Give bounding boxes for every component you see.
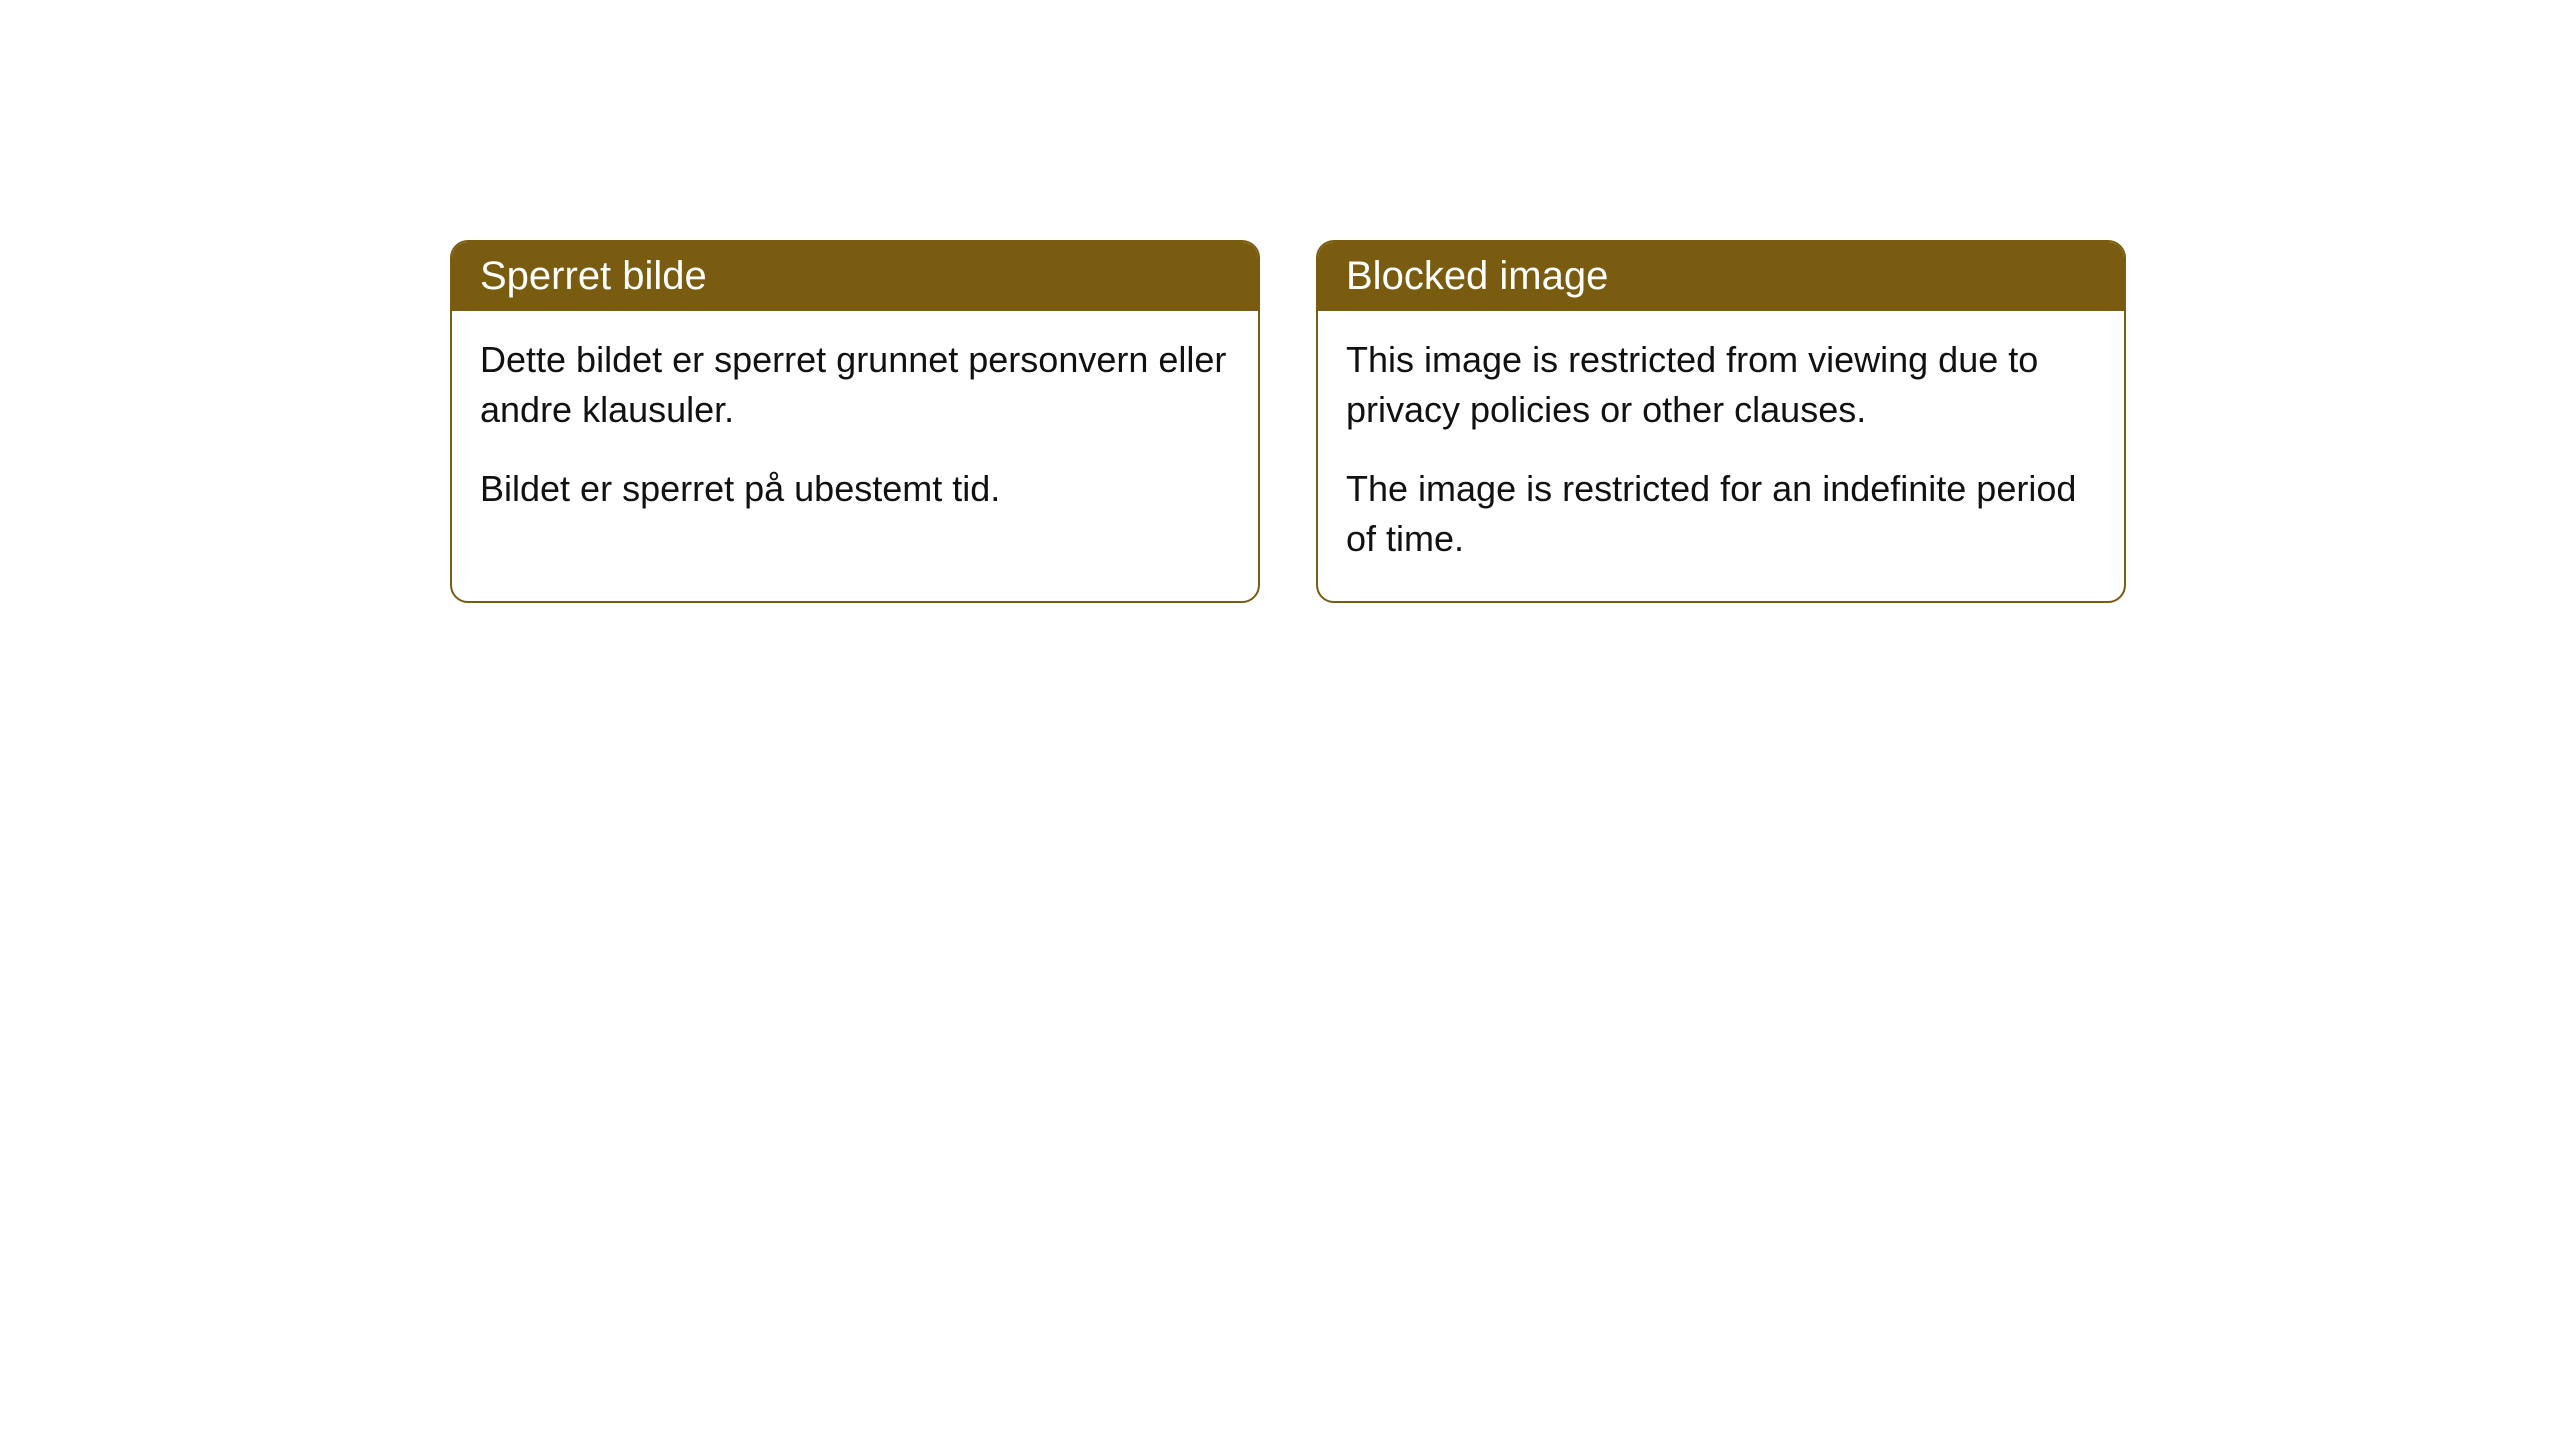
blocked-image-card-english: Blocked image This image is restricted f… xyxy=(1316,240,2126,603)
card-body: Dette bildet er sperret grunnet personve… xyxy=(452,311,1258,550)
blocked-image-card-norwegian: Sperret bilde Dette bildet er sperret gr… xyxy=(450,240,1260,603)
card-paragraph-1: Dette bildet er sperret grunnet personve… xyxy=(480,335,1230,436)
card-title: Sperret bilde xyxy=(480,254,707,298)
card-paragraph-2: The image is restricted for an indefinit… xyxy=(1346,464,2096,565)
card-header: Blocked image xyxy=(1318,242,2124,311)
card-paragraph-2: Bildet er sperret på ubestemt tid. xyxy=(480,464,1230,514)
card-body: This image is restricted from viewing du… xyxy=(1318,311,2124,601)
card-header: Sperret bilde xyxy=(452,242,1258,311)
notice-cards-container: Sperret bilde Dette bildet er sperret gr… xyxy=(450,240,2126,603)
card-title: Blocked image xyxy=(1346,254,1608,298)
card-paragraph-1: This image is restricted from viewing du… xyxy=(1346,335,2096,436)
